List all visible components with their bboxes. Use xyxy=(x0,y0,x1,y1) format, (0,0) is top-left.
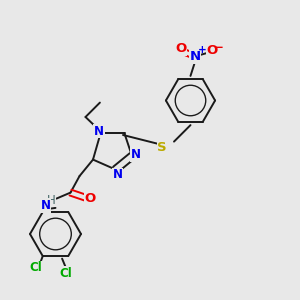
Text: H: H xyxy=(46,194,56,207)
Text: +: + xyxy=(198,45,207,55)
Text: Cl: Cl xyxy=(59,267,72,280)
Text: Cl: Cl xyxy=(30,261,42,274)
Text: S: S xyxy=(157,141,167,154)
Text: O: O xyxy=(207,44,218,58)
Text: N: N xyxy=(130,148,141,161)
Text: N: N xyxy=(94,124,104,138)
Text: N: N xyxy=(113,168,123,182)
Text: O: O xyxy=(84,191,96,205)
Text: O: O xyxy=(175,42,186,56)
Text: N: N xyxy=(40,199,51,212)
Text: N: N xyxy=(189,50,201,63)
Text: −: − xyxy=(214,41,224,54)
